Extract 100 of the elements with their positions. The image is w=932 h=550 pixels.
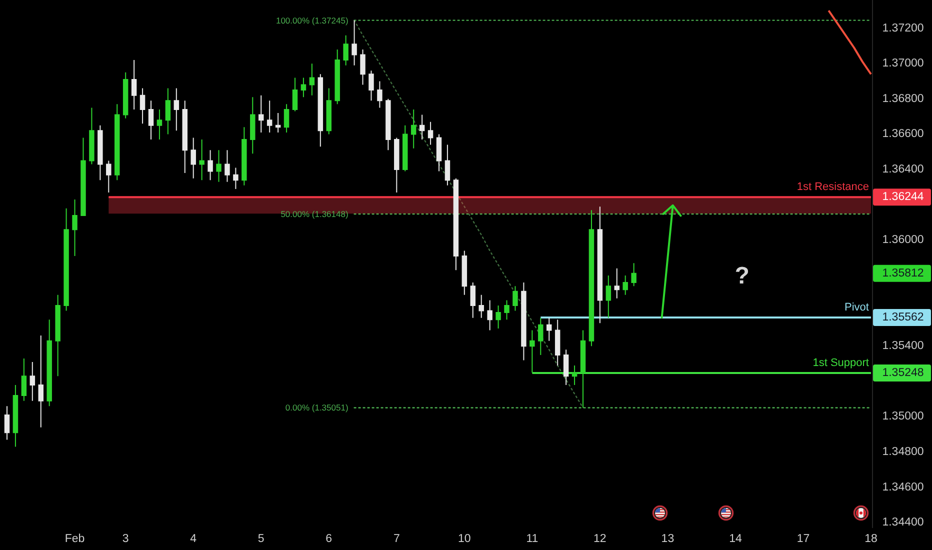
series-label: Pivot [844, 302, 869, 314]
candlestick [174, 88, 180, 132]
y-tick-label: 1.34800 [882, 446, 924, 458]
text: 1.35812 [882, 267, 924, 280]
candlestick [521, 282, 526, 361]
candlestick [46, 319, 52, 407]
candlestick [360, 48, 366, 86]
series-label: 0.00% (1.35051) [285, 402, 348, 413]
candlestick [606, 274, 612, 318]
candlestick [224, 150, 230, 182]
line-series [828, 10, 872, 76]
candlestick [580, 330, 586, 408]
candlestick [436, 134, 442, 172]
candlestick [377, 80, 382, 108]
x-tick-label: 3 [122, 533, 129, 545]
candlestick [64, 208, 69, 312]
candlestick [318, 74, 324, 148]
candlestick [326, 88, 332, 135]
y-tick-label: 1.37000 [882, 58, 924, 70]
x-tick-label: 7 [393, 533, 400, 545]
candlestick [419, 114, 425, 140]
data-label: 1.35562 [882, 312, 924, 324]
candlestick [55, 294, 60, 377]
candlestick [208, 150, 213, 181]
candlestick [190, 137, 196, 179]
candlestick [38, 335, 44, 428]
candlestick [309, 63, 315, 96]
x-tick-label: Feb [64, 533, 85, 545]
candlestick [21, 358, 27, 402]
candlestick [530, 330, 535, 374]
y-tick-label: 1.36800 [882, 92, 924, 105]
y-tick-label: 1.35400 [882, 340, 924, 352]
candlestick [266, 100, 272, 133]
candlestick [140, 88, 146, 124]
candlestick [622, 274, 628, 296]
candlestick [275, 112, 281, 133]
candlestick [242, 126, 247, 186]
candlestick [250, 96, 256, 154]
candlestick [614, 268, 620, 299]
x-tick-label: 5 [258, 533, 264, 545]
candlestick [30, 362, 36, 402]
candlestick [131, 60, 137, 110]
candlestick [546, 317, 552, 342]
candlestick [563, 349, 569, 386]
x-tick-label: 12 [594, 533, 606, 545]
candlestick [394, 137, 400, 193]
candlestick [462, 250, 468, 296]
candlestick [487, 300, 492, 331]
x-tick-label: 17 [796, 533, 810, 545]
candlestick [352, 20, 357, 66]
candlestick [368, 70, 374, 102]
candlestick [478, 294, 484, 318]
data-label: 1.35248 [882, 366, 924, 379]
candlestick [334, 48, 340, 105]
candlestick [114, 104, 120, 181]
candlestick [122, 72, 128, 119]
candlestick [148, 100, 154, 140]
y-tick-label: 1.37200 [882, 22, 924, 34]
candlestick [292, 77, 298, 112]
candlestick [80, 137, 86, 216]
candlestick [597, 206, 603, 324]
series-label: 1st Resistance [796, 181, 869, 194]
series-label: 1st Support [812, 356, 869, 369]
candlestick [165, 88, 171, 135]
data-label: 1.36244 [882, 191, 924, 204]
x-tick-label: 4 [190, 533, 198, 545]
candlestick [538, 317, 544, 356]
x-tick-label: 10 [458, 533, 471, 545]
candlestick [12, 384, 18, 448]
series-label: 50.00% (1.36148) [280, 209, 348, 220]
candlestick [4, 406, 10, 440]
candlestick [512, 286, 518, 312]
candlestick [428, 121, 434, 146]
x-tick-label: 6 [326, 533, 332, 545]
y-tick-label: 1.35000 [882, 410, 924, 423]
x-tick-label: 11 [526, 533, 538, 545]
candlestick [106, 160, 112, 193]
y-tick-label: 1.34400 [882, 516, 924, 529]
candlestick [233, 167, 238, 190]
y-tick-label: 1.36600 [882, 128, 924, 140]
line-series [354, 20, 584, 408]
candlestick [631, 262, 636, 287]
candlestick [444, 144, 450, 186]
candlestick [89, 107, 94, 165]
candlestick [402, 124, 408, 172]
candlestick [470, 282, 476, 318]
candlestick [284, 104, 290, 133]
candlestick [216, 150, 222, 182]
x-tick-label: 18 [864, 533, 878, 545]
annotation: ? [734, 262, 750, 290]
candlestick [504, 300, 510, 320]
candlestick [386, 98, 391, 151]
x-tick-label: 14 [729, 533, 742, 545]
candlestick [258, 94, 264, 133]
y-tick-label: 1.36400 [882, 164, 924, 176]
candlestick [98, 124, 103, 181]
candlestick [156, 108, 162, 140]
candlestick [72, 199, 78, 257]
candlestick [343, 34, 348, 66]
candlestick [572, 365, 578, 386]
